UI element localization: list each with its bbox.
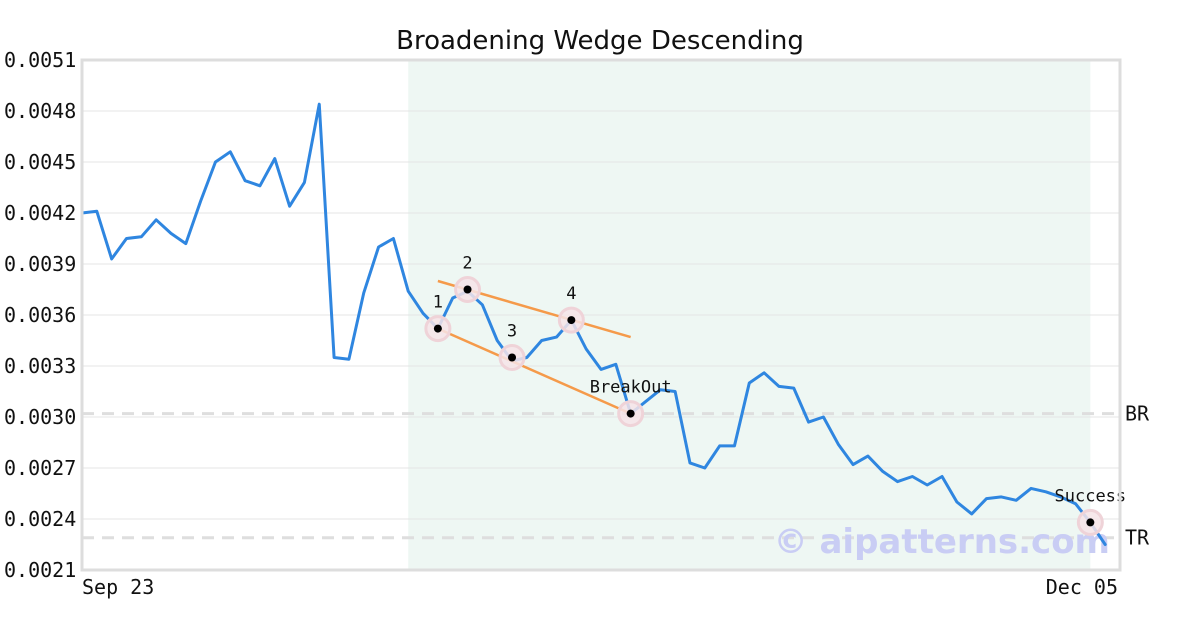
y-tick-label: 0.0027 — [4, 456, 76, 480]
point-breakout-label: BreakOut — [590, 378, 672, 398]
y-axis: 0.0051 0.0048 0.0045 0.0042 0.0039 0.0036 0.00… — [4, 48, 76, 582]
y-tick-label: 0.0039 — [4, 252, 76, 276]
y-tick-label: 0.0042 — [4, 201, 76, 225]
y-tick-label: 0.0045 — [4, 150, 76, 174]
trendline-lower — [437, 327, 632, 415]
y-tick-label: 0.0033 — [4, 354, 76, 378]
y-tick-label: 0.0024 — [4, 507, 76, 531]
watermark: © aipatterns.com — [774, 522, 1110, 562]
point-breakout-marker — [626, 409, 635, 418]
plot-frame — [80, 58, 1122, 572]
point-1-label: 1 — [433, 293, 443, 313]
point-4-marker — [567, 316, 576, 325]
y-tick-label: 0.0051 — [4, 48, 76, 72]
point-success-label: Success — [1055, 486, 1127, 506]
y-tick-label: 0.0030 — [4, 405, 76, 429]
point-success-marker — [1086, 518, 1095, 527]
point-3-marker — [508, 353, 517, 362]
reference-lines: BR TR — [82, 402, 1150, 550]
point-1-marker — [433, 324, 442, 333]
point-2-label: 2 — [462, 254, 472, 274]
reference-label-br: BR — [1125, 402, 1150, 426]
y-tick-label: 0.0021 — [4, 558, 76, 582]
pattern-points: 12 3 4 BreakOut Success — [424, 254, 1127, 536]
price-series-line — [80, 102, 1107, 546]
point-3-label: 3 — [507, 322, 517, 342]
point-4-label: 4 — [566, 284, 576, 304]
x-tick-label-end: Dec 05 — [1046, 575, 1118, 599]
y-tick-label: 0.0036 — [4, 303, 76, 327]
reference-label-tr: TR — [1125, 526, 1150, 550]
chart-title: Broadening Wedge Descending — [396, 26, 804, 56]
y-tick-label: 0.0048 — [4, 99, 76, 123]
point-2-marker — [463, 285, 472, 294]
x-tick-label-start: Sep 23 — [82, 575, 154, 599]
